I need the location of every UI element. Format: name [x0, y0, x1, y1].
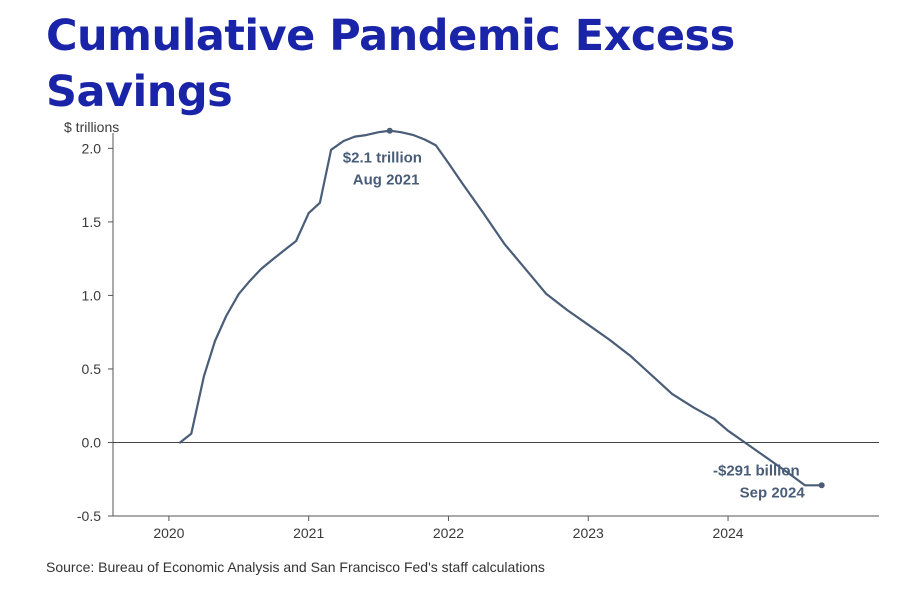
x-tick-label: 2024	[712, 525, 743, 541]
y-tick-label: 0.0	[82, 434, 102, 450]
x-tick-label: 2023	[573, 525, 604, 541]
y-tick-label: -0.5	[77, 508, 101, 524]
x-tick-label: 2020	[153, 525, 184, 541]
peak-annotation-date: Aug 2021	[353, 172, 420, 189]
x-tick-label: 2022	[433, 525, 464, 541]
chart-axes: -0.5 0.0 0.5 1.0 1.5 2.0 2020 2021 2022 2023 2024	[77, 133, 879, 541]
source-note: Source: Bureau of Economic Analysis and …	[46, 559, 545, 575]
y-tick-label: 1.5	[82, 214, 102, 230]
savings-series-line	[179, 129, 823, 487]
y-tick-label: 2.0	[82, 140, 102, 156]
y-tick-label: 1.0	[82, 287, 102, 303]
chart-labels: $ trillions $2.1 trillion Aug 2021 -$291 bi…	[64, 119, 805, 501]
latest-annotation-value: -$291 billion	[713, 462, 800, 479]
peak-point	[386, 127, 393, 134]
chart-panel: -0.5 0.0 0.5 1.0 1.5 2.0 2020 2021 2022 2023 2024 …	[46, 118, 884, 552]
x-tick-label: 2021	[293, 525, 324, 541]
latest-point	[818, 482, 825, 489]
latest-annotation-date: Sep 2024	[740, 484, 806, 501]
y-axis-title: $ trillions	[64, 119, 119, 135]
y-tick-label: 0.5	[82, 361, 102, 377]
peak-annotation-value: $2.1 trillion	[343, 150, 422, 167]
chart-marks	[179, 127, 825, 489]
page-title: Cumulative Pandemic Excess Savings	[46, 11, 735, 117]
